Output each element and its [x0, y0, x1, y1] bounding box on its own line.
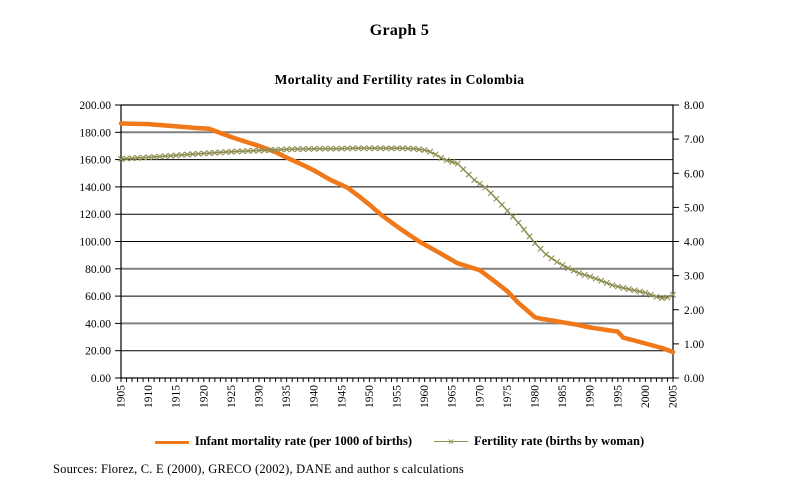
right-axis-label: 3.00 — [684, 271, 704, 283]
x-axis-label: 1930 — [254, 385, 266, 408]
legend-label-mortality: Infant mortality rate (per 1000 of birth… — [194, 434, 412, 448]
chart-subtitle: Mortality and Fertility rates in Colombi… — [274, 72, 525, 87]
x-axis-label: 1960 — [419, 385, 431, 408]
line-icon — [434, 440, 468, 442]
left-axis-label: 200.00 — [79, 100, 111, 112]
x-axis-label: 1980 — [530, 385, 542, 408]
left-axis-label: 100.00 — [79, 237, 111, 249]
x-axis-label: 1935 — [281, 385, 293, 408]
left-axis-label: 60.00 — [85, 291, 111, 303]
series-line-0 — [118, 121, 676, 355]
x-axis-label: 1915 — [171, 385, 183, 408]
x-axis-label: 1955 — [392, 385, 404, 408]
fertility-line-swatch: × — [434, 434, 468, 449]
x-axis-label: 1950 — [364, 385, 376, 408]
x-axis-label: 1910 — [143, 385, 155, 408]
left-axis-label: 160.00 — [79, 155, 111, 167]
x-axis-label: 2000 — [640, 385, 652, 408]
series-markers-1 — [117, 145, 677, 302]
x-marker-icon: × — [447, 434, 455, 449]
right-axis-label: 5.00 — [684, 202, 704, 214]
x-axis-label: 1920 — [198, 385, 210, 408]
x-axis-label: 1925 — [226, 385, 238, 408]
page-title: Graph 5 — [369, 22, 430, 39]
legend-item-mortality: Infant mortality rate (per 1000 of birth… — [154, 434, 412, 449]
x-axis-label: 1985 — [557, 385, 569, 408]
line-icon — [154, 440, 189, 444]
left-axis-label: 40.00 — [85, 318, 111, 330]
legend-label-fertility: Fertility rate (births by woman) — [474, 434, 645, 448]
x-axis-label: 1995 — [612, 385, 624, 408]
left-axis-label: 20.00 — [85, 346, 111, 358]
x-axis-label: 1970 — [474, 385, 486, 408]
x-axis-label: 1945 — [336, 385, 348, 408]
x-axis-label: 1975 — [502, 385, 514, 408]
right-axis-label: 7.00 — [684, 134, 704, 146]
left-axis-label: 80.00 — [85, 264, 111, 276]
left-axis-label: 120.00 — [79, 209, 111, 221]
left-axis-label: 140.00 — [79, 182, 111, 194]
x-axis-label: 1990 — [585, 385, 597, 408]
left-axis-label: 180.00 — [79, 127, 111, 139]
chart-legend: Infant mortality rate (per 1000 of birth… — [0, 434, 799, 449]
series-line-1 — [120, 147, 674, 299]
left-axis-label: 0.00 — [91, 373, 111, 385]
right-axis-label: 4.00 — [684, 237, 704, 249]
x-axis-label: 2005 — [668, 385, 680, 408]
right-axis-label: 8.00 — [684, 100, 704, 112]
mortality-line-swatch — [154, 436, 189, 448]
legend-item-fertility: × Fertility rate (births by woman) — [434, 434, 644, 449]
x-axis-label: 1905 — [116, 385, 128, 408]
x-axis-label: 1940 — [309, 385, 321, 408]
right-axis-label: 6.00 — [684, 168, 704, 180]
x-axis-label: 1965 — [447, 385, 459, 408]
right-axis-label: 0.00 — [684, 373, 704, 385]
sources-text: Sources: Florez, C. E (2000), GRECO (200… — [53, 462, 464, 476]
right-axis-label: 1.00 — [684, 339, 704, 351]
chart-canvas: 0.00 20.00 40.00 60.00 80.00 100.00 120.00 140.… — [79, 100, 704, 408]
right-axis-label: 2.00 — [684, 305, 704, 317]
